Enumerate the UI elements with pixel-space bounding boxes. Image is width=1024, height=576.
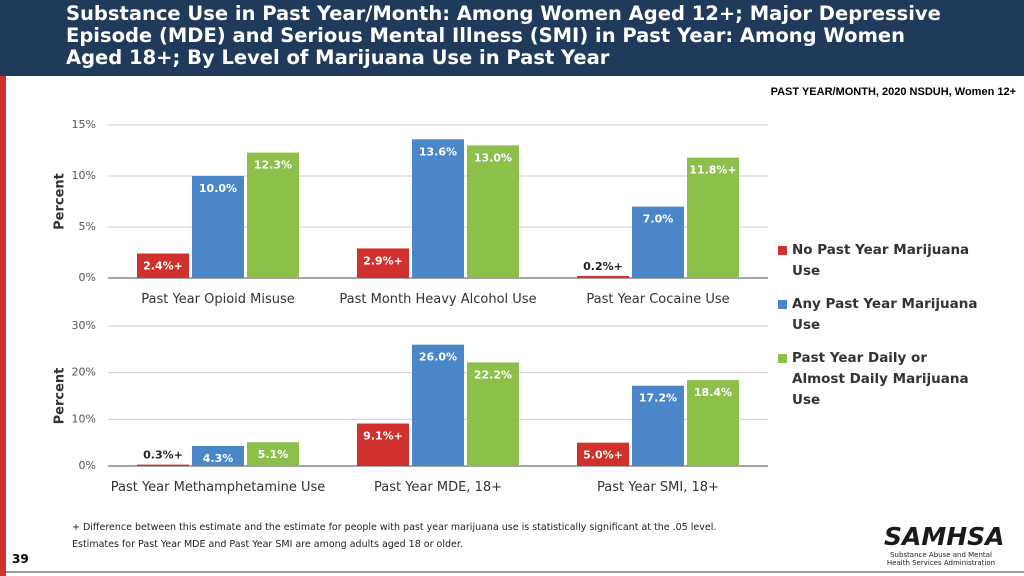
bar bbox=[137, 464, 189, 466]
legend-label: No Past Year Marijuana Use bbox=[792, 242, 970, 279]
legend: No Past Year Marijuana Use Any Past Year … bbox=[778, 240, 978, 423]
footnote: + Difference between this estimate and t… bbox=[72, 522, 717, 533]
value-label: 2.9%+ bbox=[363, 254, 403, 267]
bar bbox=[412, 344, 464, 466]
bottom-rule bbox=[6, 571, 1024, 573]
value-label: 0.3%+ bbox=[143, 449, 183, 462]
legend-label: Past Year Daily or Almost Daily Marijuan… bbox=[792, 350, 969, 408]
x-tick-label: Past Year Methamphetamine Use bbox=[110, 480, 326, 495]
x-tick-label: Past Year Opioid Misuse bbox=[141, 292, 295, 307]
x-tick-label: Past Year Cocaine Use bbox=[586, 292, 730, 307]
bar bbox=[247, 152, 299, 278]
bar bbox=[247, 442, 299, 466]
value-label: 12.3% bbox=[254, 159, 292, 172]
bar bbox=[137, 253, 189, 278]
bar bbox=[357, 248, 409, 278]
y-tick-label: 20% bbox=[72, 366, 96, 379]
bar bbox=[687, 380, 739, 466]
bar bbox=[192, 445, 244, 466]
y-tick-label: 15% bbox=[72, 118, 96, 131]
value-label: 9.1%+ bbox=[363, 430, 403, 443]
x-tick-label: Past Year SMI, 18+ bbox=[597, 480, 719, 495]
legend-swatch bbox=[778, 246, 787, 255]
value-label: 2.4%+ bbox=[143, 260, 183, 273]
x-tick-label: Past Month Heavy Alcohol Use bbox=[339, 292, 537, 307]
value-label: 18.4% bbox=[694, 386, 732, 399]
header-band bbox=[0, 0, 1024, 76]
bar bbox=[412, 139, 464, 278]
x-tick-label: Past Year MDE, 18+ bbox=[373, 480, 503, 495]
value-label: 22.2% bbox=[474, 368, 512, 381]
value-label: 0.2%+ bbox=[583, 260, 623, 273]
legend-item: Any Past Year Marijuana Use bbox=[778, 294, 978, 336]
y-tick-label: 0% bbox=[79, 271, 96, 284]
y-axis-title: Percent bbox=[53, 368, 68, 425]
bar bbox=[687, 157, 739, 278]
legend-label: Any Past Year Marijuana Use bbox=[792, 296, 978, 333]
value-label: 5.0%+ bbox=[583, 449, 623, 462]
y-tick-label: 0% bbox=[79, 459, 96, 472]
legend-swatch bbox=[778, 354, 787, 363]
subtitle: PAST YEAR/MONTH, 2020 NSDUH, Women 12+ bbox=[770, 86, 1016, 98]
footnote: Estimates for Past Year MDE and Past Yea… bbox=[72, 539, 463, 550]
bar bbox=[467, 145, 519, 278]
logo: SAMHSA bbox=[884, 522, 1005, 551]
bar bbox=[357, 423, 409, 466]
value-label: 13.0% bbox=[474, 151, 512, 164]
value-label: 17.2% bbox=[639, 392, 677, 405]
bar bbox=[632, 206, 684, 278]
y-tick-label: 30% bbox=[72, 319, 96, 332]
bar bbox=[577, 442, 629, 466]
value-label: 26.0% bbox=[419, 351, 457, 364]
value-label: 5.1% bbox=[258, 448, 289, 461]
side-stripe bbox=[0, 76, 6, 576]
logo-tagline: Substance Abuse and Mental Health Servic… bbox=[886, 551, 996, 567]
value-label: 10.0% bbox=[199, 182, 237, 195]
y-tick-label: 10% bbox=[72, 412, 96, 425]
slide-title: Substance Use in Past Year/Month: Among … bbox=[66, 2, 941, 69]
bar bbox=[577, 275, 629, 278]
legend-swatch bbox=[778, 300, 787, 309]
bar bbox=[467, 362, 519, 466]
y-axis-title: Percent bbox=[53, 173, 68, 230]
y-tick-label: 5% bbox=[79, 220, 96, 233]
legend-item: No Past Year Marijuana Use bbox=[778, 240, 978, 282]
y-tick-label: 10% bbox=[72, 169, 96, 182]
bar bbox=[632, 385, 684, 466]
value-label: 4.3% bbox=[203, 452, 234, 465]
bar bbox=[192, 176, 244, 278]
value-label: 13.6% bbox=[419, 145, 457, 158]
value-label: 11.8%+ bbox=[689, 164, 736, 177]
value-label: 7.0% bbox=[643, 213, 674, 226]
page-number: 39 bbox=[12, 552, 29, 566]
legend-item: Past Year Daily or Almost Daily Marijuan… bbox=[778, 348, 978, 411]
